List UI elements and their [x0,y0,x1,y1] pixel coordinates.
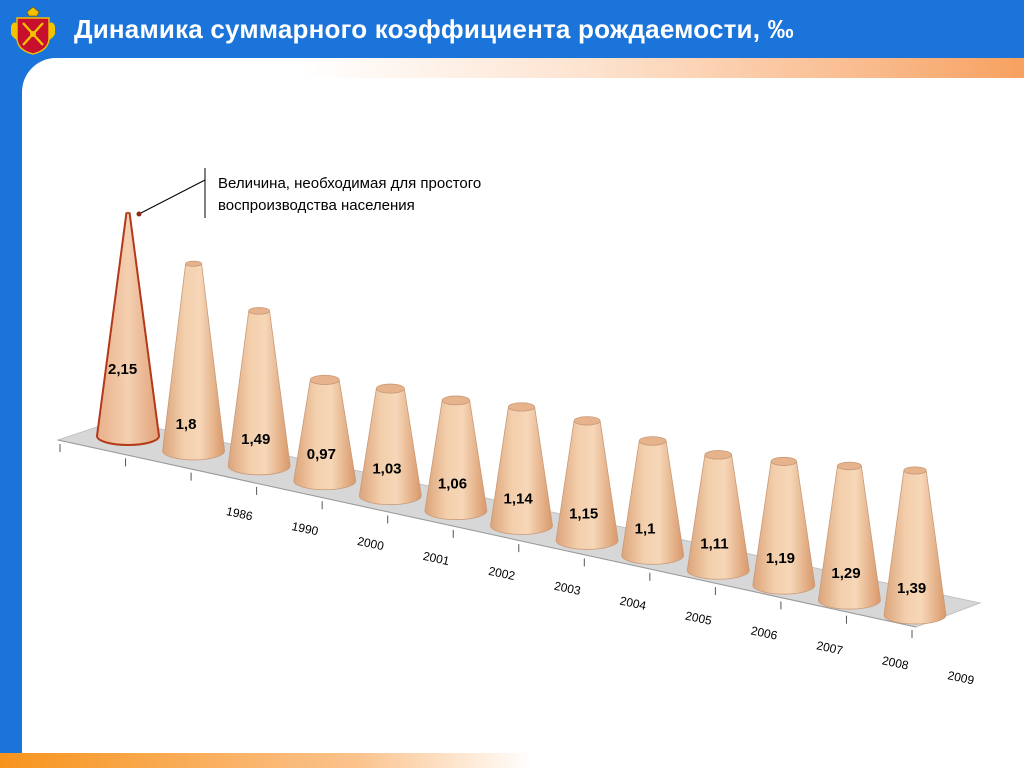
left-band [0,58,22,753]
reference-cone [95,211,161,446]
annotation-text-line2: воспроизводства населения [218,197,415,214]
cone-top [903,466,927,475]
value-label: 1,06 [438,476,467,493]
cone-body [227,310,291,476]
cone-2009 [883,466,947,625]
cone-body [752,461,816,595]
value-label: 1,8 [176,416,197,433]
value-label: 1,49 [241,431,270,448]
cone-2004 [555,416,619,550]
top-accent-stripe [300,58,1024,78]
year-label: 1990 [291,519,320,538]
annotation-marker [136,211,142,217]
value-label: 1,19 [766,550,795,567]
cone-2005 [621,436,685,565]
year-label: 2005 [684,609,713,628]
cone-top [573,416,601,426]
value-label: 1,03 [372,461,401,478]
x-axis-line [57,439,917,628]
cone-2002 [424,395,488,520]
cone-2003 [490,402,553,535]
cone-top [248,307,270,315]
year-labels: 1986 1990 2000 2001 2002 2003 2004 2005 2006 2007… [225,504,976,687]
cone-body [424,400,488,520]
cone-top [507,402,536,412]
year-label: 2006 [750,623,779,642]
cone-2001 [358,383,422,506]
annotation-text-line1: Величина, необходимая для простого [218,175,481,192]
cone-body [555,420,619,550]
x-axis-ticks [59,444,913,638]
cone-top [704,450,732,460]
cone-body [621,440,685,565]
cone-body [818,465,881,610]
cone-2008 [818,461,881,610]
year-label: 1986 [225,504,254,523]
cone-body [686,454,750,580]
cone-body [95,211,161,446]
year-label: 2004 [618,594,647,613]
value-label: 1,39 [897,580,926,597]
cone-top [309,374,340,385]
cone-top [441,395,471,406]
header-bar: Динамика суммарного коэффициента рождаем… [0,0,1024,58]
annotation-leader-line [138,179,206,215]
cone-body [490,406,553,535]
year-label: 2009 [946,668,975,687]
cone-body [883,470,947,625]
year-label: 2001 [422,549,451,568]
value-label: 1,11 [700,535,728,552]
value-label: 1,1 [635,520,656,537]
cone-1986 [162,260,225,461]
page-title: Динамика суммарного коэффициента рождаем… [74,14,794,44]
cone-top [638,436,667,446]
year-label: 2002 [487,564,516,583]
cone-top [185,260,202,267]
cone-body [358,388,422,506]
cone-2007 [752,456,816,595]
cone-2000 [293,374,357,491]
cone-body [293,379,357,491]
year-label: 2008 [881,653,910,672]
value-label: 2,15 [108,361,137,378]
value-label: 1,15 [569,505,598,522]
value-label: 1,29 [831,565,860,582]
value-label: 0,97 [307,446,336,463]
cone-top [375,383,405,394]
year-label: 2007 [815,638,844,657]
cone-top [837,461,862,471]
cone-series [95,211,947,625]
coat-of-arms-icon [11,6,55,55]
annotation-callout: Величина, необходимая для простого воспр… [136,168,481,218]
value-label: 1,14 [504,491,534,508]
year-label: 2000 [356,534,385,553]
value-labels: 2,15 1,8 1,49 0,97 1,03 1,06 1,14 1,15 1,1 1,11 1,… [108,361,926,597]
cone-2006 [686,450,750,580]
year-label: 2003 [553,579,582,598]
cone-1990 [227,307,291,476]
cone-top [770,456,797,466]
bottom-accent-stripe [0,753,1024,768]
